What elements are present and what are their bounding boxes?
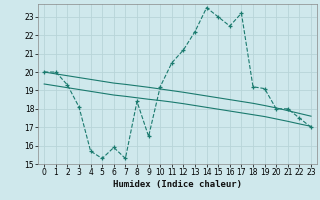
X-axis label: Humidex (Indice chaleur): Humidex (Indice chaleur)	[113, 180, 242, 189]
